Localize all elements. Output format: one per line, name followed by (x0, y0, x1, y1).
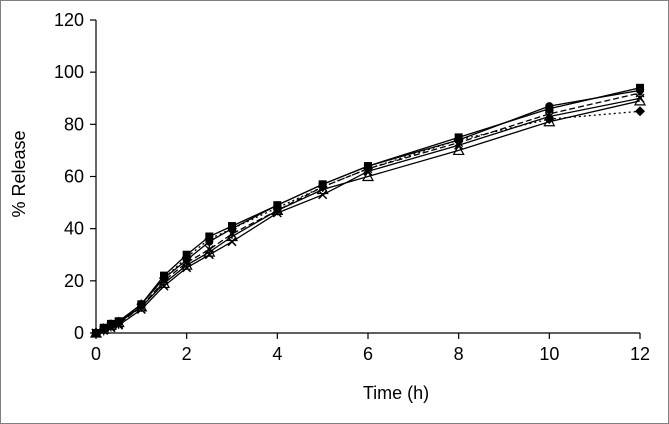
x-axis-title: Time (h) (363, 383, 429, 403)
data-point-circle (228, 224, 236, 233)
tick-labels: 0 20 40 60 80 100 120 0 2 4 6 8 10 12 (54, 10, 650, 364)
y-tick-label: 120 (54, 10, 84, 30)
data-point-circle (160, 274, 168, 283)
series-3 (89, 94, 647, 338)
series-line (95, 97, 641, 334)
y-tick-label: 80 (64, 114, 84, 134)
data-point-circle (114, 318, 123, 327)
data-point-triangle (361, 170, 375, 182)
y-tick-label: 20 (64, 271, 84, 291)
data-point-x (227, 237, 237, 247)
x-tick-label: 12 (630, 344, 650, 364)
x-tick-label: 10 (539, 344, 559, 364)
y-axis-title: % Release (9, 130, 29, 217)
series-line (95, 89, 641, 334)
y-tick-label: 60 (64, 167, 84, 187)
y-tick-label: 40 (64, 219, 84, 239)
data-point-diamond (635, 106, 645, 117)
series-line (95, 110, 641, 334)
data-point-asterisk (544, 108, 554, 119)
x-tick-label: 4 (272, 344, 282, 364)
series-4 (91, 93, 645, 338)
data-point-square (205, 232, 214, 241)
data-point-asterisk (204, 244, 214, 255)
y-tick-label: 100 (54, 62, 84, 82)
series-line (95, 87, 641, 334)
series-2 (92, 83, 644, 337)
axes (90, 19, 641, 339)
data-point-circle (205, 237, 214, 246)
data-point-circle (92, 329, 100, 337)
data-point-x (318, 190, 328, 200)
x-tick-label: 0 (91, 344, 101, 364)
data-point-circle (364, 162, 372, 171)
data-point-circle (273, 201, 282, 210)
data-point-circle (318, 180, 327, 189)
data-point-circle (636, 86, 644, 95)
series-line (95, 92, 641, 334)
data-point-triangle (543, 115, 556, 127)
series-1 (91, 106, 645, 338)
data-point-circle (182, 255, 191, 264)
data-point-circle (454, 135, 463, 144)
data-point-triangle (452, 144, 465, 156)
x-tick-label: 8 (454, 344, 464, 364)
data-point-circle (545, 102, 554, 111)
data-point-circle (137, 300, 146, 309)
series-layer (89, 83, 647, 338)
series-5 (91, 88, 645, 338)
data-point-square (182, 250, 191, 259)
series-6 (92, 86, 644, 337)
series-line (95, 100, 641, 334)
data-point-circle (99, 325, 108, 334)
x-tick-label: 2 (182, 344, 192, 364)
data-point-circle (106, 321, 115, 330)
y-tick-label: 0 (74, 323, 84, 343)
x-tick-label: 6 (363, 344, 373, 364)
